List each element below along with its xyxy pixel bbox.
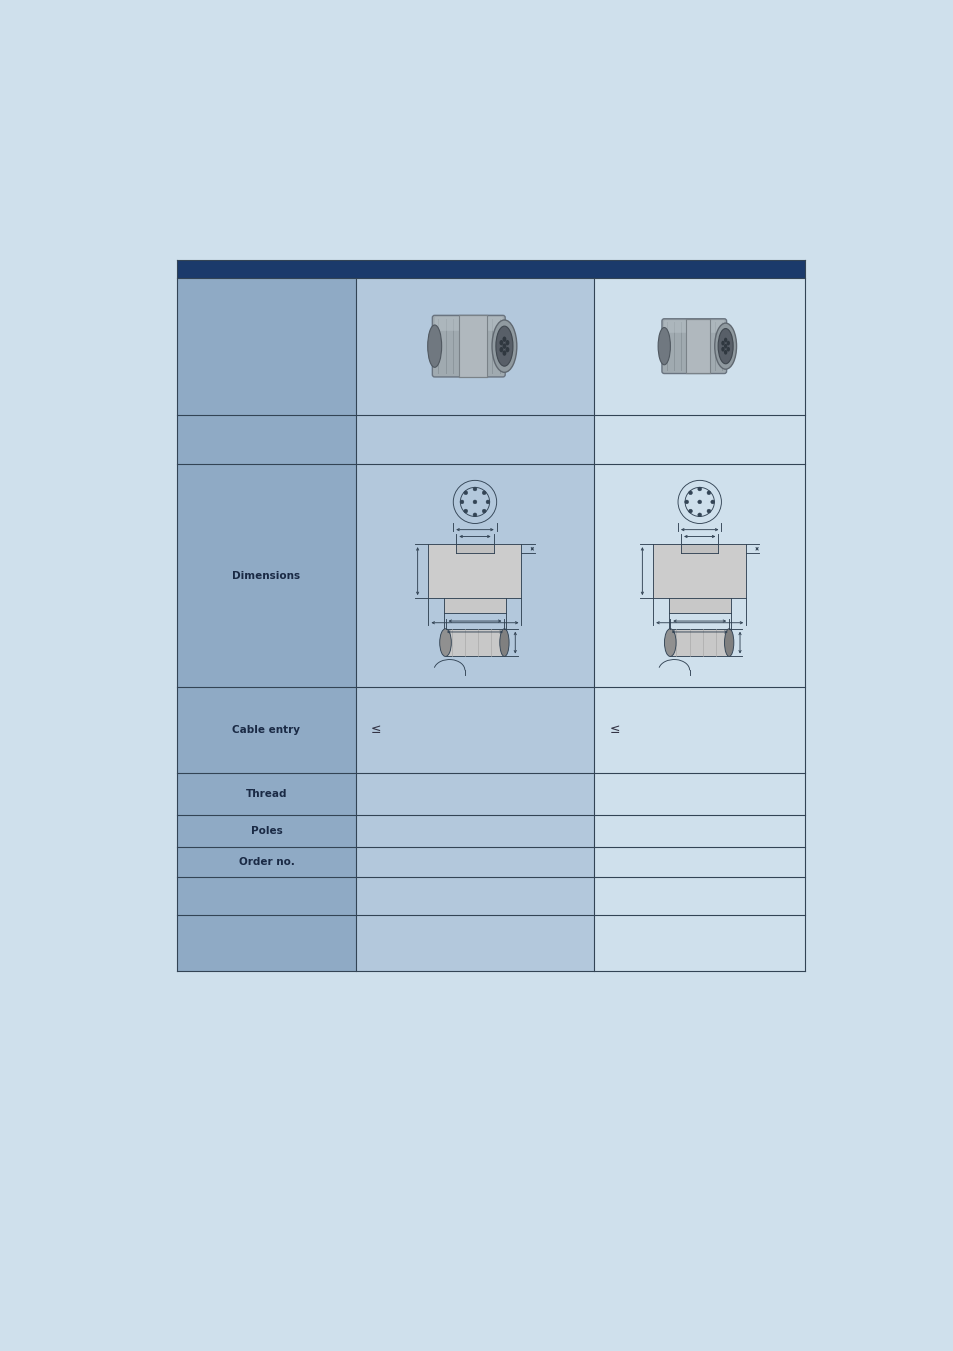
Bar <box>594 847 804 877</box>
Bar <box>428 544 521 598</box>
Ellipse shape <box>502 336 506 342</box>
Ellipse shape <box>481 509 486 513</box>
Ellipse shape <box>481 490 486 494</box>
Bar <box>594 815 804 847</box>
Ellipse shape <box>496 326 513 366</box>
Bar <box>594 277 804 415</box>
Bar <box>594 915 804 970</box>
Ellipse shape <box>499 340 503 346</box>
Bar <box>456 544 493 554</box>
Ellipse shape <box>427 326 441 367</box>
Ellipse shape <box>473 513 476 517</box>
Bar <box>177 415 355 463</box>
Bar <box>177 463 355 688</box>
Bar <box>653 544 745 598</box>
Ellipse shape <box>505 340 509 346</box>
Text: ≤: ≤ <box>371 724 381 736</box>
Bar <box>355 277 594 415</box>
Bar <box>177 773 355 815</box>
Bar <box>685 319 709 373</box>
Ellipse shape <box>706 490 710 494</box>
Bar <box>594 877 804 915</box>
Bar <box>355 815 594 847</box>
Ellipse shape <box>688 490 692 494</box>
Bar <box>177 815 355 847</box>
Bar <box>355 915 594 970</box>
Bar <box>355 415 594 463</box>
Ellipse shape <box>688 509 692 513</box>
FancyBboxPatch shape <box>435 317 502 331</box>
Ellipse shape <box>485 500 490 504</box>
Ellipse shape <box>697 513 700 517</box>
Bar <box>177 915 355 970</box>
Ellipse shape <box>499 628 509 657</box>
Bar <box>177 847 355 877</box>
Bar <box>355 847 594 877</box>
Ellipse shape <box>505 347 509 353</box>
Text: Poles: Poles <box>251 827 282 836</box>
Ellipse shape <box>697 488 700 490</box>
Bar <box>680 544 718 554</box>
Text: Dimensions: Dimensions <box>233 570 300 581</box>
Bar <box>355 773 594 815</box>
Bar <box>459 315 486 377</box>
Bar <box>355 877 594 915</box>
Bar <box>355 463 594 688</box>
Ellipse shape <box>723 338 726 342</box>
Ellipse shape <box>658 327 670 365</box>
Bar <box>177 877 355 915</box>
Ellipse shape <box>720 340 724 346</box>
Ellipse shape <box>492 320 517 373</box>
Bar <box>594 415 804 463</box>
Ellipse shape <box>463 490 467 494</box>
Bar <box>670 628 728 657</box>
Ellipse shape <box>726 340 729 346</box>
Bar <box>594 688 804 773</box>
Ellipse shape <box>439 628 451 657</box>
Ellipse shape <box>720 347 724 351</box>
Ellipse shape <box>697 500 700 504</box>
Bar <box>668 598 730 613</box>
Ellipse shape <box>723 628 733 657</box>
Bar <box>594 463 804 688</box>
Bar <box>355 688 594 773</box>
Ellipse shape <box>664 628 676 657</box>
Ellipse shape <box>473 500 476 504</box>
Ellipse shape <box>502 343 506 349</box>
Ellipse shape <box>706 509 710 513</box>
Ellipse shape <box>502 350 506 355</box>
Bar <box>177 259 804 277</box>
Ellipse shape <box>463 509 467 513</box>
Bar <box>443 598 505 613</box>
Ellipse shape <box>726 347 729 351</box>
Ellipse shape <box>718 328 732 363</box>
Ellipse shape <box>459 500 463 504</box>
FancyBboxPatch shape <box>663 320 723 332</box>
Ellipse shape <box>714 323 736 369</box>
Text: ≤: ≤ <box>609 724 619 736</box>
Bar <box>445 628 504 657</box>
Bar <box>594 773 804 815</box>
Bar <box>177 277 355 415</box>
Ellipse shape <box>723 350 726 354</box>
Bar <box>177 688 355 773</box>
Ellipse shape <box>499 347 503 353</box>
FancyBboxPatch shape <box>432 315 505 377</box>
Text: Thread: Thread <box>246 789 287 798</box>
Ellipse shape <box>684 500 688 504</box>
Ellipse shape <box>723 343 726 349</box>
Text: Order no.: Order no. <box>238 857 294 867</box>
Ellipse shape <box>710 500 714 504</box>
Text: Cable entry: Cable entry <box>233 725 300 735</box>
Ellipse shape <box>473 488 476 490</box>
FancyBboxPatch shape <box>661 319 726 373</box>
